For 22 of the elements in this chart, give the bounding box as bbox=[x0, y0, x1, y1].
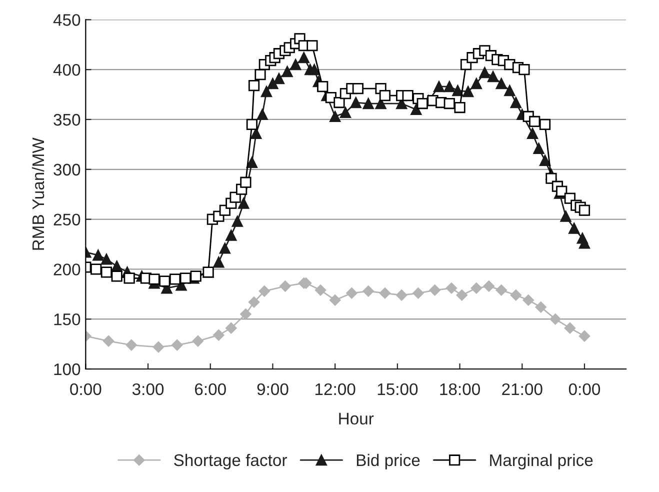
y-tick-label: 300 bbox=[54, 164, 80, 176]
legend-label: Bid price bbox=[356, 454, 420, 470]
y-tick-label: 200 bbox=[54, 264, 80, 276]
y-axis-title: RMB Yuan/MW bbox=[32, 138, 44, 250]
x-tick-label: 12:00 bbox=[315, 383, 356, 396]
x-tick-label: 6:00 bbox=[195, 383, 226, 396]
legend-label: Shortage factor bbox=[174, 454, 287, 470]
x-tick-label: 3:00 bbox=[132, 383, 164, 396]
x-tick-label: 9:00 bbox=[257, 383, 288, 396]
x-tick-label: 0:00 bbox=[568, 383, 600, 396]
y-tick-label: 450 bbox=[53, 14, 80, 26]
legend-label: Marginal price bbox=[490, 454, 593, 470]
y-tick-label: 100 bbox=[54, 363, 80, 376]
y-tick-label: 250 bbox=[54, 214, 80, 226]
x-tick-label: 0:00 bbox=[70, 383, 102, 396]
x-tick-label: 18:00 bbox=[440, 383, 480, 396]
x-axis-title: Hour bbox=[339, 412, 374, 425]
x-tick-label: 15:00 bbox=[378, 383, 418, 396]
y-tick-label: 150 bbox=[54, 314, 80, 326]
x-tick-label: 21:00 bbox=[502, 383, 542, 396]
y-tick-label: 350 bbox=[54, 114, 80, 126]
y-tick-label: 400 bbox=[53, 64, 80, 76]
